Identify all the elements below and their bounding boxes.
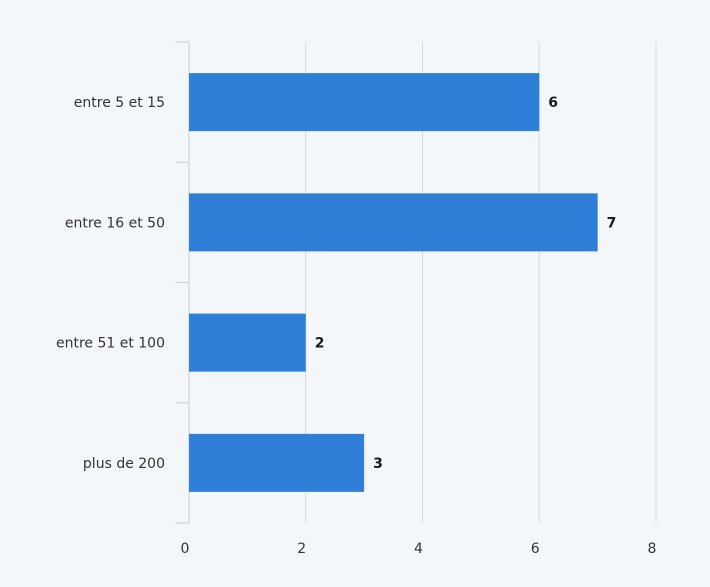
x-tick-label: 2: [297, 541, 306, 557]
data-label: 6: [548, 95, 558, 111]
category-label: entre 51 et 100: [56, 336, 165, 352]
label-layer: 0 2 4 6 8 entre 5 et 15 6 entre 16 et 50 7 entre …: [56, 95, 656, 557]
x-tick-label: 8: [648, 541, 657, 557]
category-label: entre 5 et 15: [74, 95, 165, 111]
bar: [189, 433, 365, 492]
data-label: 7: [607, 215, 617, 231]
bar: [189, 313, 306, 372]
x-tick-label: 0: [181, 541, 190, 557]
bar-layer: [189, 73, 598, 492]
x-tick-label: 6: [531, 541, 540, 557]
x-tick-label: 4: [414, 541, 423, 557]
axis-layer: [175, 41, 190, 524]
category-label: entre 16 et 50: [65, 215, 165, 231]
bar: [189, 193, 598, 252]
bar: [189, 73, 540, 132]
data-label: 2: [315, 336, 325, 352]
category-label: plus de 200: [83, 456, 165, 472]
data-label: 3: [373, 456, 383, 472]
